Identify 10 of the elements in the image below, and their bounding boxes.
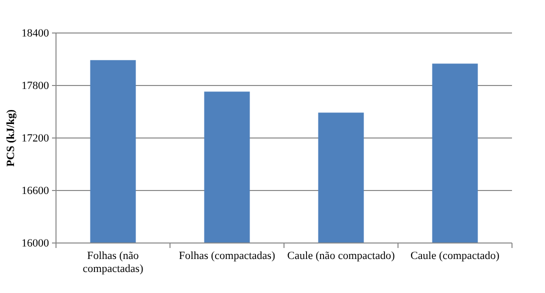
y-tick-label: 16000	[22, 238, 50, 250]
y-tick-label: 18400	[22, 28, 50, 40]
y-axis-title: PCS (kJ/kg)	[5, 109, 17, 167]
x-tick-label: Folhas (compactadas)	[178, 250, 276, 262]
x-tick-label: Folhas (não compactadas)	[82, 250, 144, 275]
x-tick-label: Caule (compactado)	[410, 250, 500, 262]
y-tick-label: 16600	[22, 185, 50, 198]
x-tick-label: Caule (não compactado)	[287, 250, 396, 262]
y-tick-label: 17800	[22, 80, 50, 92]
y-tick-label: 17200	[22, 132, 50, 145]
